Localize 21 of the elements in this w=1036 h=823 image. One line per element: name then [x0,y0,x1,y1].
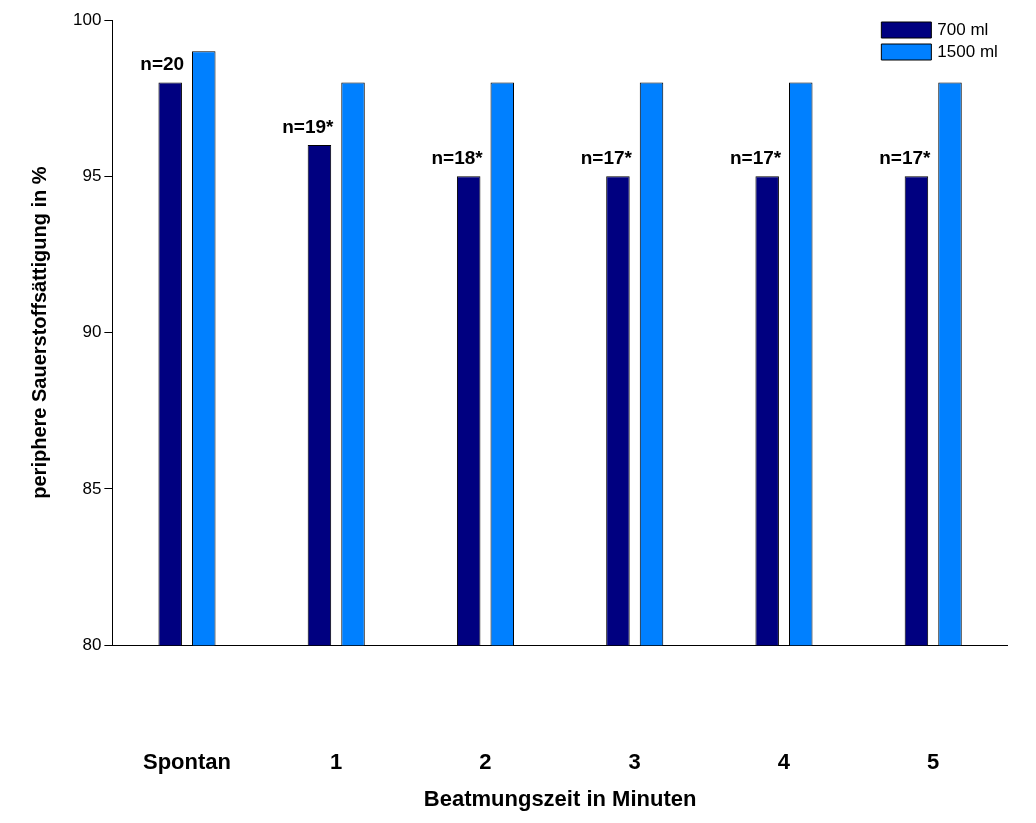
x-tick-label: Spontan [142,749,231,775]
annotation: n=19* [282,115,335,137]
legend-label: 700 ml [937,19,989,39]
legend-label: 1500 ml [937,41,998,61]
x-axis-title: Beatmungszeit in Minuten [423,785,697,811]
y-axis-title: periphere Sauerstoffsättigung in % [27,166,50,499]
y-tick-label: 85 [82,478,102,498]
x-tick-label: 1 [330,749,343,775]
annotation: n=17* [729,147,782,169]
x-tick-label: 5 [927,749,940,775]
y-tick-label: 100 [72,9,102,29]
y-tick-label: 80 [82,634,102,654]
y-tick-label: 90 [82,322,102,342]
annotation: n=20 [140,53,185,75]
annotation: n=17* [580,147,633,169]
x-tick-label: 2 [479,749,492,775]
y-tick-label: 95 [82,165,102,185]
annotation: n=17* [879,147,932,169]
annotation: n=18* [431,147,484,169]
x-tick-label: 4 [777,749,791,775]
x-tick-label: 3 [628,749,641,775]
